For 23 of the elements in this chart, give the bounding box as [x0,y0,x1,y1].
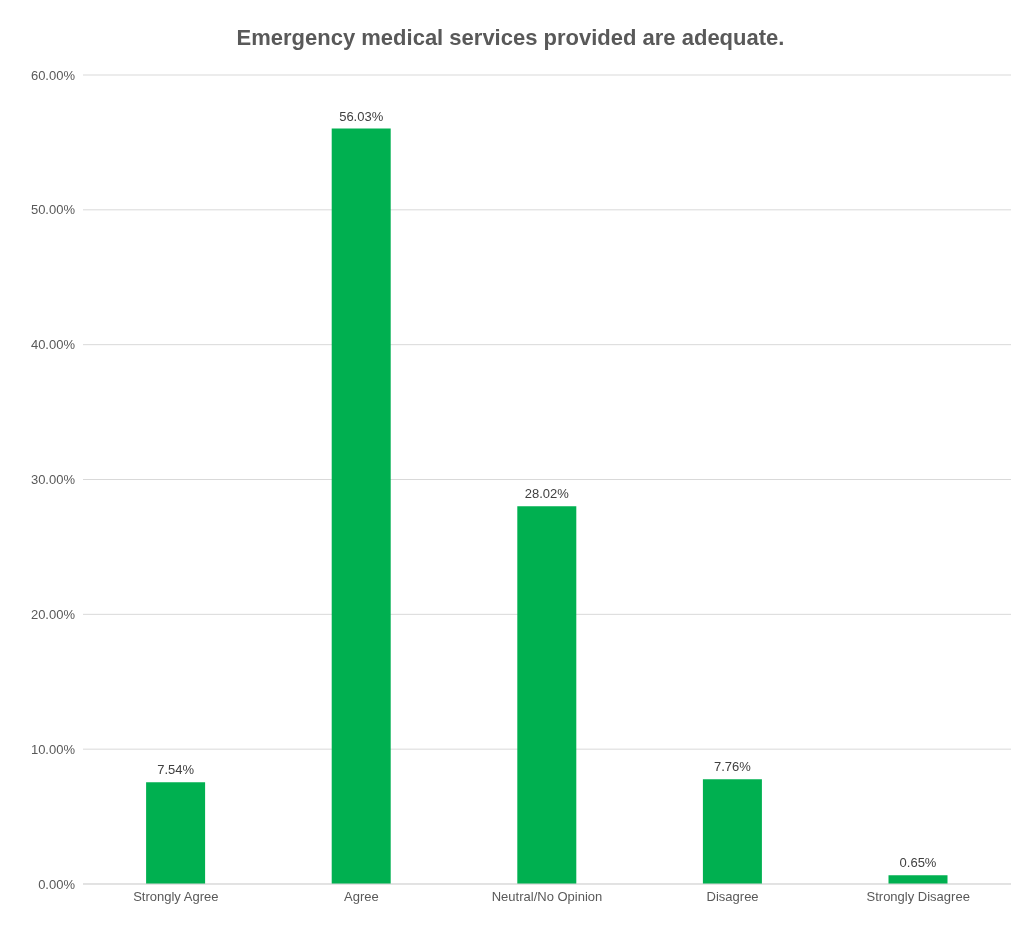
bar [888,875,948,884]
chart-title: Emergency medical services provided are adequate. [235,24,786,52]
bar [331,128,391,884]
data-label: 28.02% [524,486,570,502]
data-label: 7.76% [713,759,752,775]
bar [517,506,577,884]
y-tick-label: 20.00% [30,606,76,622]
data-label: 7.54% [157,762,195,778]
x-tick-label: Strongly Agree [133,889,219,905]
y-tick-label: 50.00% [30,202,76,218]
x-tick-label: Agree [344,889,379,905]
x-tick-label: Strongly Disagree [866,889,970,905]
y-tick-label: 0.00% [38,876,76,892]
data-label: 0.65% [899,855,937,871]
x-tick-label: Neutral/No Opinion [491,889,603,905]
bar [146,782,206,884]
x-tick-label: Disagree [706,889,759,905]
y-tick-label: 40.00% [30,337,76,353]
bar [702,779,762,884]
y-tick-label: 10.00% [30,741,76,757]
y-tick-label: 30.00% [30,472,76,488]
data-label: 56.03% [339,108,384,124]
y-tick-label: 60.00% [30,67,76,83]
